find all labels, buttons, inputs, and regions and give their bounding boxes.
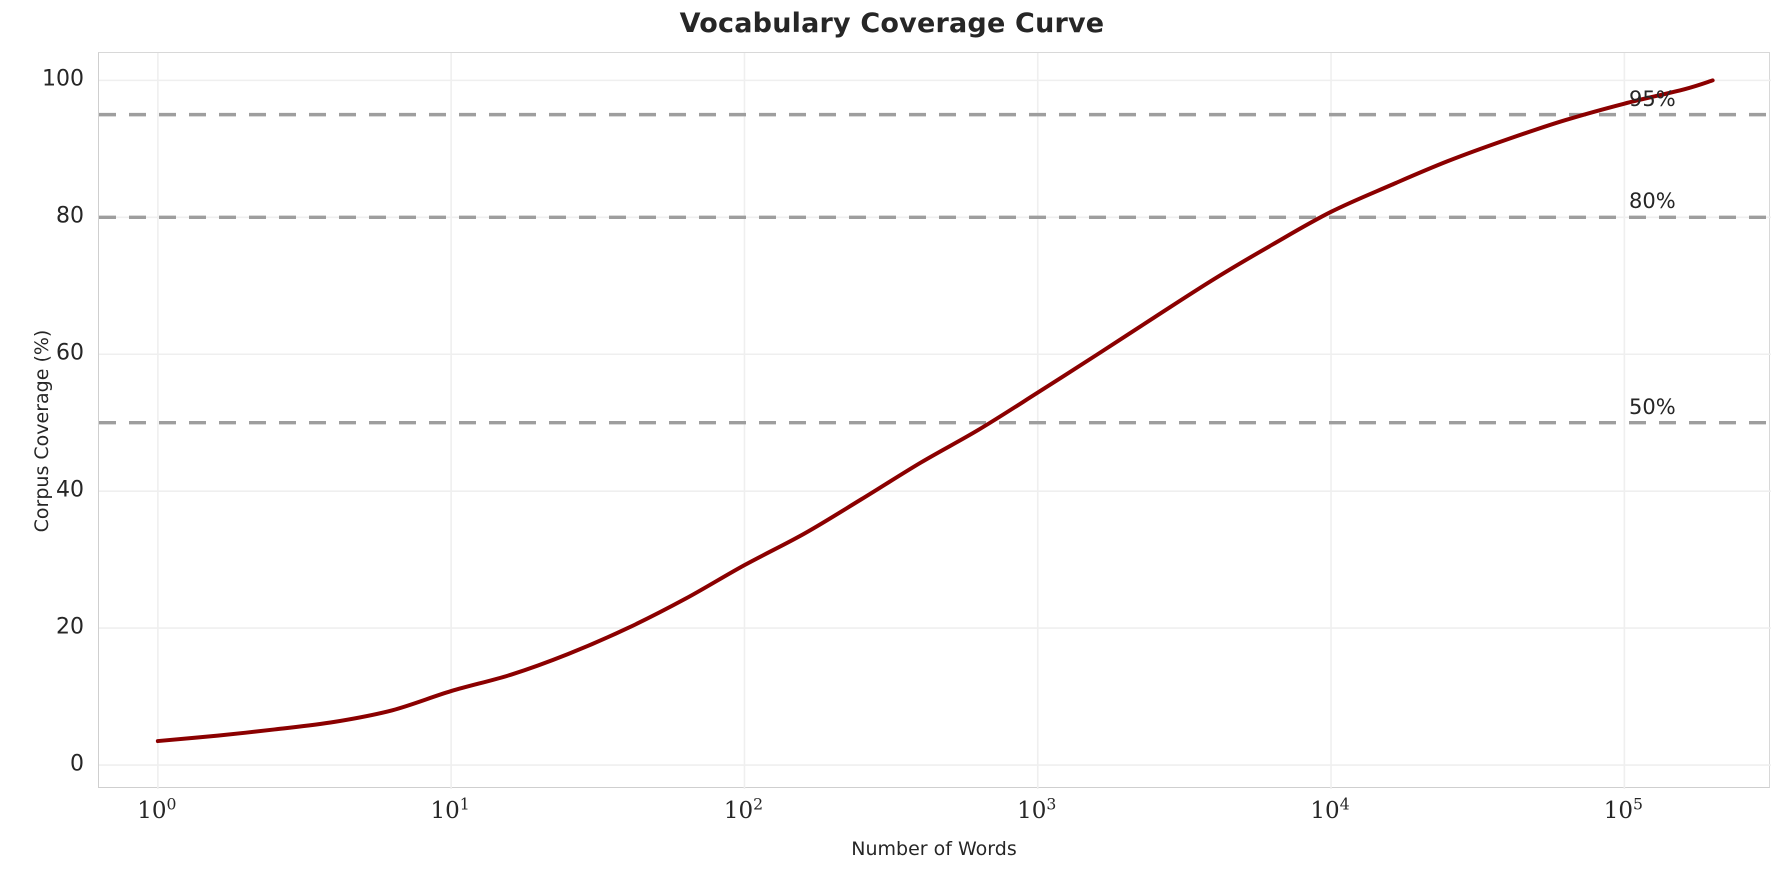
- x-tick-label-1e2: 102: [683, 796, 803, 824]
- y-tick-label-60: 60: [56, 340, 84, 366]
- x-tick-exponent: 4: [1339, 794, 1350, 814]
- x-tick-exponent: 3: [1046, 794, 1057, 814]
- reference-label-50: 50%: [1629, 394, 1676, 419]
- x-tick-mantissa: 10: [137, 798, 167, 824]
- coverage-curve: [155, 78, 1715, 744]
- y-tick-label-20: 20: [56, 614, 84, 640]
- x-tick-exponent: 0: [166, 794, 177, 814]
- x-tick-mantissa: 10: [430, 798, 460, 824]
- x-tick-label-1e3: 103: [977, 796, 1097, 824]
- x-tick-mantissa: 10: [1603, 798, 1633, 824]
- y-axis-label: Corpus Coverage (%): [31, 329, 53, 533]
- y-tick-label-40: 40: [56, 477, 84, 503]
- x-tick-exponent: 1: [459, 794, 470, 814]
- x-tick-exponent: 5: [1633, 794, 1643, 814]
- x-tick-label-1e5: 105: [1563, 796, 1683, 824]
- x-tick-label-1e4: 104: [1270, 796, 1390, 824]
- y-tick-label-100: 100: [42, 66, 84, 92]
- grid-lines-vertical: [157, 53, 1626, 789]
- x-axis-label: Number of Words: [851, 838, 1017, 860]
- x-tick-exponent: 2: [753, 794, 764, 814]
- x-tick-label-1e0: 100: [97, 796, 217, 824]
- plot-svg: [99, 53, 1771, 789]
- x-tick-mantissa: 10: [1310, 798, 1340, 824]
- x-tick-mantissa: 10: [723, 798, 754, 824]
- reference-lines: [99, 112, 1771, 425]
- chart-title: Vocabulary Coverage Curve: [679, 8, 1105, 39]
- reference-label-80: 80%: [1629, 189, 1676, 214]
- x-tick-mantissa: 10: [1017, 798, 1047, 824]
- y-tick-label-80: 80: [56, 203, 84, 229]
- y-tick-label-0: 0: [70, 751, 84, 777]
- reference-label-95: 95%: [1629, 86, 1676, 111]
- plot-area: 95% 80% 50%: [98, 52, 1771, 789]
- x-tick-label-1e1: 101: [390, 796, 510, 824]
